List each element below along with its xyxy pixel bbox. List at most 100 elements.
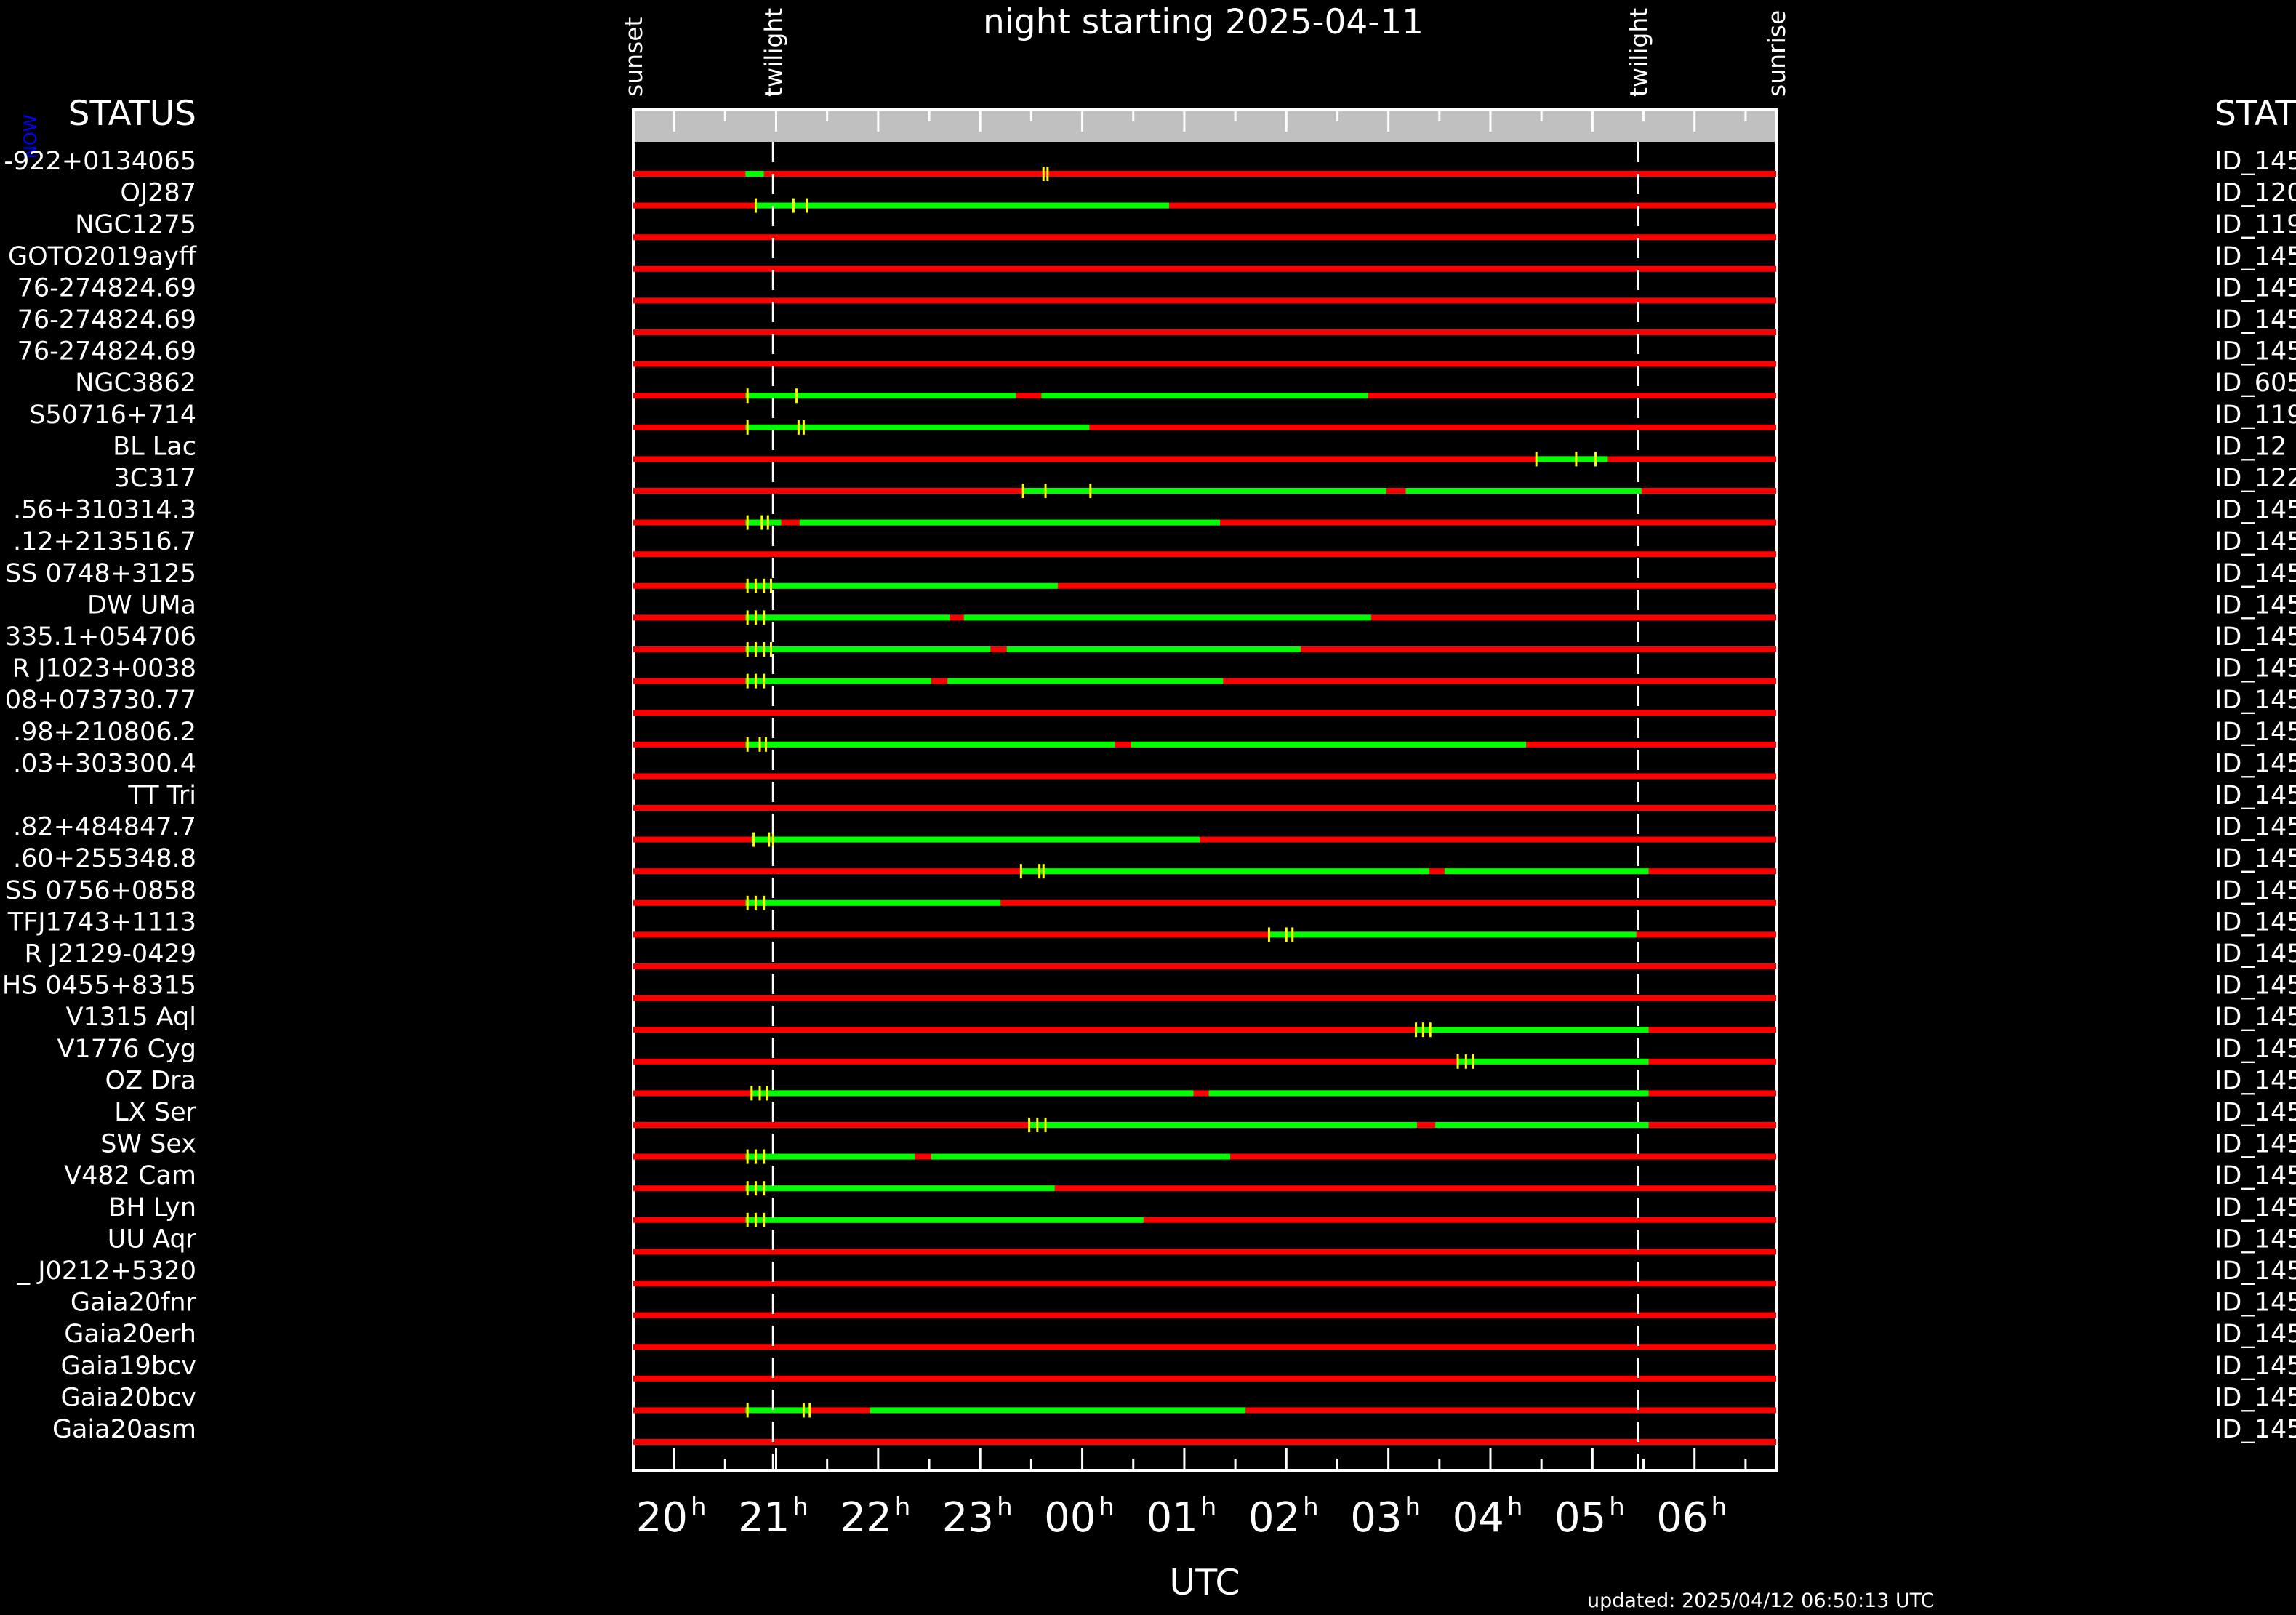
- target-id: ID_145: [2215, 1003, 2296, 1032]
- target-row: V1776 Cyg ID_145: [57, 1035, 2296, 1069]
- x-tick-label: 22 h: [840, 1493, 910, 1542]
- target-row: TT Tri ID_145: [127, 781, 2296, 811]
- target-row: UU Aqr ID_145: [108, 1225, 2296, 1255]
- observable-segment: [745, 171, 764, 177]
- observable-segment: [1405, 488, 1642, 494]
- twilight-lines: [771, 142, 1640, 1470]
- target-name: .12+213516.7: [13, 527, 196, 556]
- target-name: Gaia20erh: [64, 1320, 196, 1349]
- target-id: ID_145: [2215, 242, 2296, 271]
- target-name: 76-274824.69: [17, 273, 196, 302]
- sun-event-label: twilight: [759, 8, 787, 97]
- observable-segment: [1416, 1027, 1649, 1033]
- observable-segment: [1131, 741, 1527, 748]
- observable-segment: [1269, 931, 1637, 938]
- target-name: S50716+714: [29, 401, 196, 430]
- x-tick-label: 05 h: [1554, 1493, 1625, 1542]
- observable-segment: [870, 1407, 1246, 1414]
- observable-segment: [947, 678, 1224, 684]
- target-id: ID_145: [2215, 1257, 2296, 1286]
- target-row: _ J0212+5320 ID_145: [17, 1257, 2296, 1286]
- target-name: .98+210806.2: [13, 718, 196, 747]
- target-name: LX Ser: [114, 1098, 196, 1127]
- observable-segment: [745, 614, 950, 621]
- target-row: BL Lac ID_12: [113, 432, 2287, 467]
- target-id: ID_145: [2215, 1289, 2296, 1318]
- target-name: R J2129-0429: [24, 939, 196, 969]
- target-row: V1315 Aql ID_145: [66, 1003, 2296, 1038]
- observable-segment: [1536, 456, 1608, 462]
- observable-segment: [751, 836, 1200, 843]
- unobservable-bar: [633, 1249, 1776, 1255]
- observable-segment: [745, 1185, 1055, 1192]
- target-name: V482 Cam: [64, 1161, 196, 1190]
- unobservable-bar: [633, 551, 1776, 558]
- unobservable-bar: [633, 931, 1776, 938]
- observable-segment: [963, 614, 1371, 621]
- unobservable-bar: [633, 582, 1776, 589]
- target-id: ID_605: [2215, 369, 2296, 398]
- target-id: ID_145: [2215, 1066, 2296, 1095]
- target-name: SS 0748+3125: [5, 559, 196, 588]
- target-name: Gaia20fnr: [71, 1289, 197, 1318]
- x-tick-label: 21 h: [738, 1493, 808, 1542]
- unobservable-bar: [633, 710, 1776, 716]
- target-id: ID_145: [2215, 1035, 2296, 1064]
- target-name: TFJ1743+1113: [7, 907, 196, 937]
- status-header-left: STATUS: [68, 94, 196, 134]
- unobservable-bar: [633, 234, 1776, 241]
- target-id: ID_145: [2215, 1352, 2296, 1381]
- target-name: V1776 Cyg: [57, 1035, 196, 1064]
- target-id: ID_145: [2215, 749, 2296, 778]
- target-id: ID_145: [2215, 1130, 2296, 1159]
- observable-segment: [1444, 868, 1649, 875]
- unobservable-bar: [633, 995, 1776, 1001]
- target-name: 76-274824.69: [17, 305, 196, 334]
- unobservable-bar: [633, 899, 1776, 906]
- target-id: ID_145: [2215, 781, 2296, 810]
- target-name: UU Aqr: [108, 1225, 197, 1254]
- observable-segment: [799, 519, 1221, 526]
- unobservable-bar: [633, 361, 1776, 367]
- target-id: ID_145: [2215, 844, 2296, 873]
- target-row: OJ287 ID_120: [120, 179, 2296, 213]
- unobservable-bar: [633, 265, 1776, 272]
- unobservable-bar: [633, 1217, 1776, 1223]
- target-id: ID_145: [2215, 718, 2296, 747]
- target-name: 3C317: [113, 464, 196, 493]
- target-row: NGC3862 ID_605: [75, 369, 2296, 404]
- unobservable-bar: [633, 836, 1776, 843]
- target-id: ID_145: [2215, 654, 2296, 684]
- sun-event-label: twilight: [1625, 8, 1653, 97]
- observable-segment: [745, 1153, 915, 1160]
- target-row: V482 Cam ID_145: [64, 1161, 2296, 1196]
- target-id: ID_145: [2215, 1320, 2296, 1349]
- target-row: 76-274824.69 ID_145: [17, 305, 2296, 335]
- target-name: BH Lyn: [108, 1193, 196, 1222]
- unobservable-bar: [633, 456, 1776, 462]
- x-tick-label: 06 h: [1656, 1493, 1727, 1542]
- updated-timestamp: updated: 2025/04/12 06:50:13 UTC: [1587, 1590, 1935, 1612]
- target-id: ID_145: [2215, 147, 2296, 176]
- plot-frame: [632, 108, 1778, 1472]
- target-id: ID_145: [2215, 939, 2296, 969]
- target-id: ID_145: [2215, 622, 2296, 652]
- target-id: ID_120: [2215, 179, 2296, 208]
- unobservable-bar: [633, 171, 1776, 177]
- target-row: S50716+714 ID_119: [29, 401, 2296, 435]
- observable-segment: [1208, 1090, 1649, 1097]
- x-tick-label: 04 h: [1453, 1493, 1523, 1542]
- observable-segment: [745, 519, 782, 526]
- target-name: V1315 Aql: [66, 1003, 196, 1032]
- bottom-ticks: [673, 1448, 1747, 1470]
- unobservable-bar: [633, 1312, 1776, 1318]
- x-tick-label: 02 h: [1248, 1493, 1319, 1542]
- unobservable-bar: [633, 1185, 1776, 1192]
- unobservable-bar: [633, 1281, 1776, 1286]
- target-id: ID_145: [2215, 876, 2296, 905]
- target-name: .56+310314.3: [13, 496, 196, 525]
- x-tick-label: 00 h: [1044, 1493, 1115, 1542]
- unobservable-bar: [633, 773, 1776, 780]
- target-name: Gaia19bcv: [61, 1352, 196, 1381]
